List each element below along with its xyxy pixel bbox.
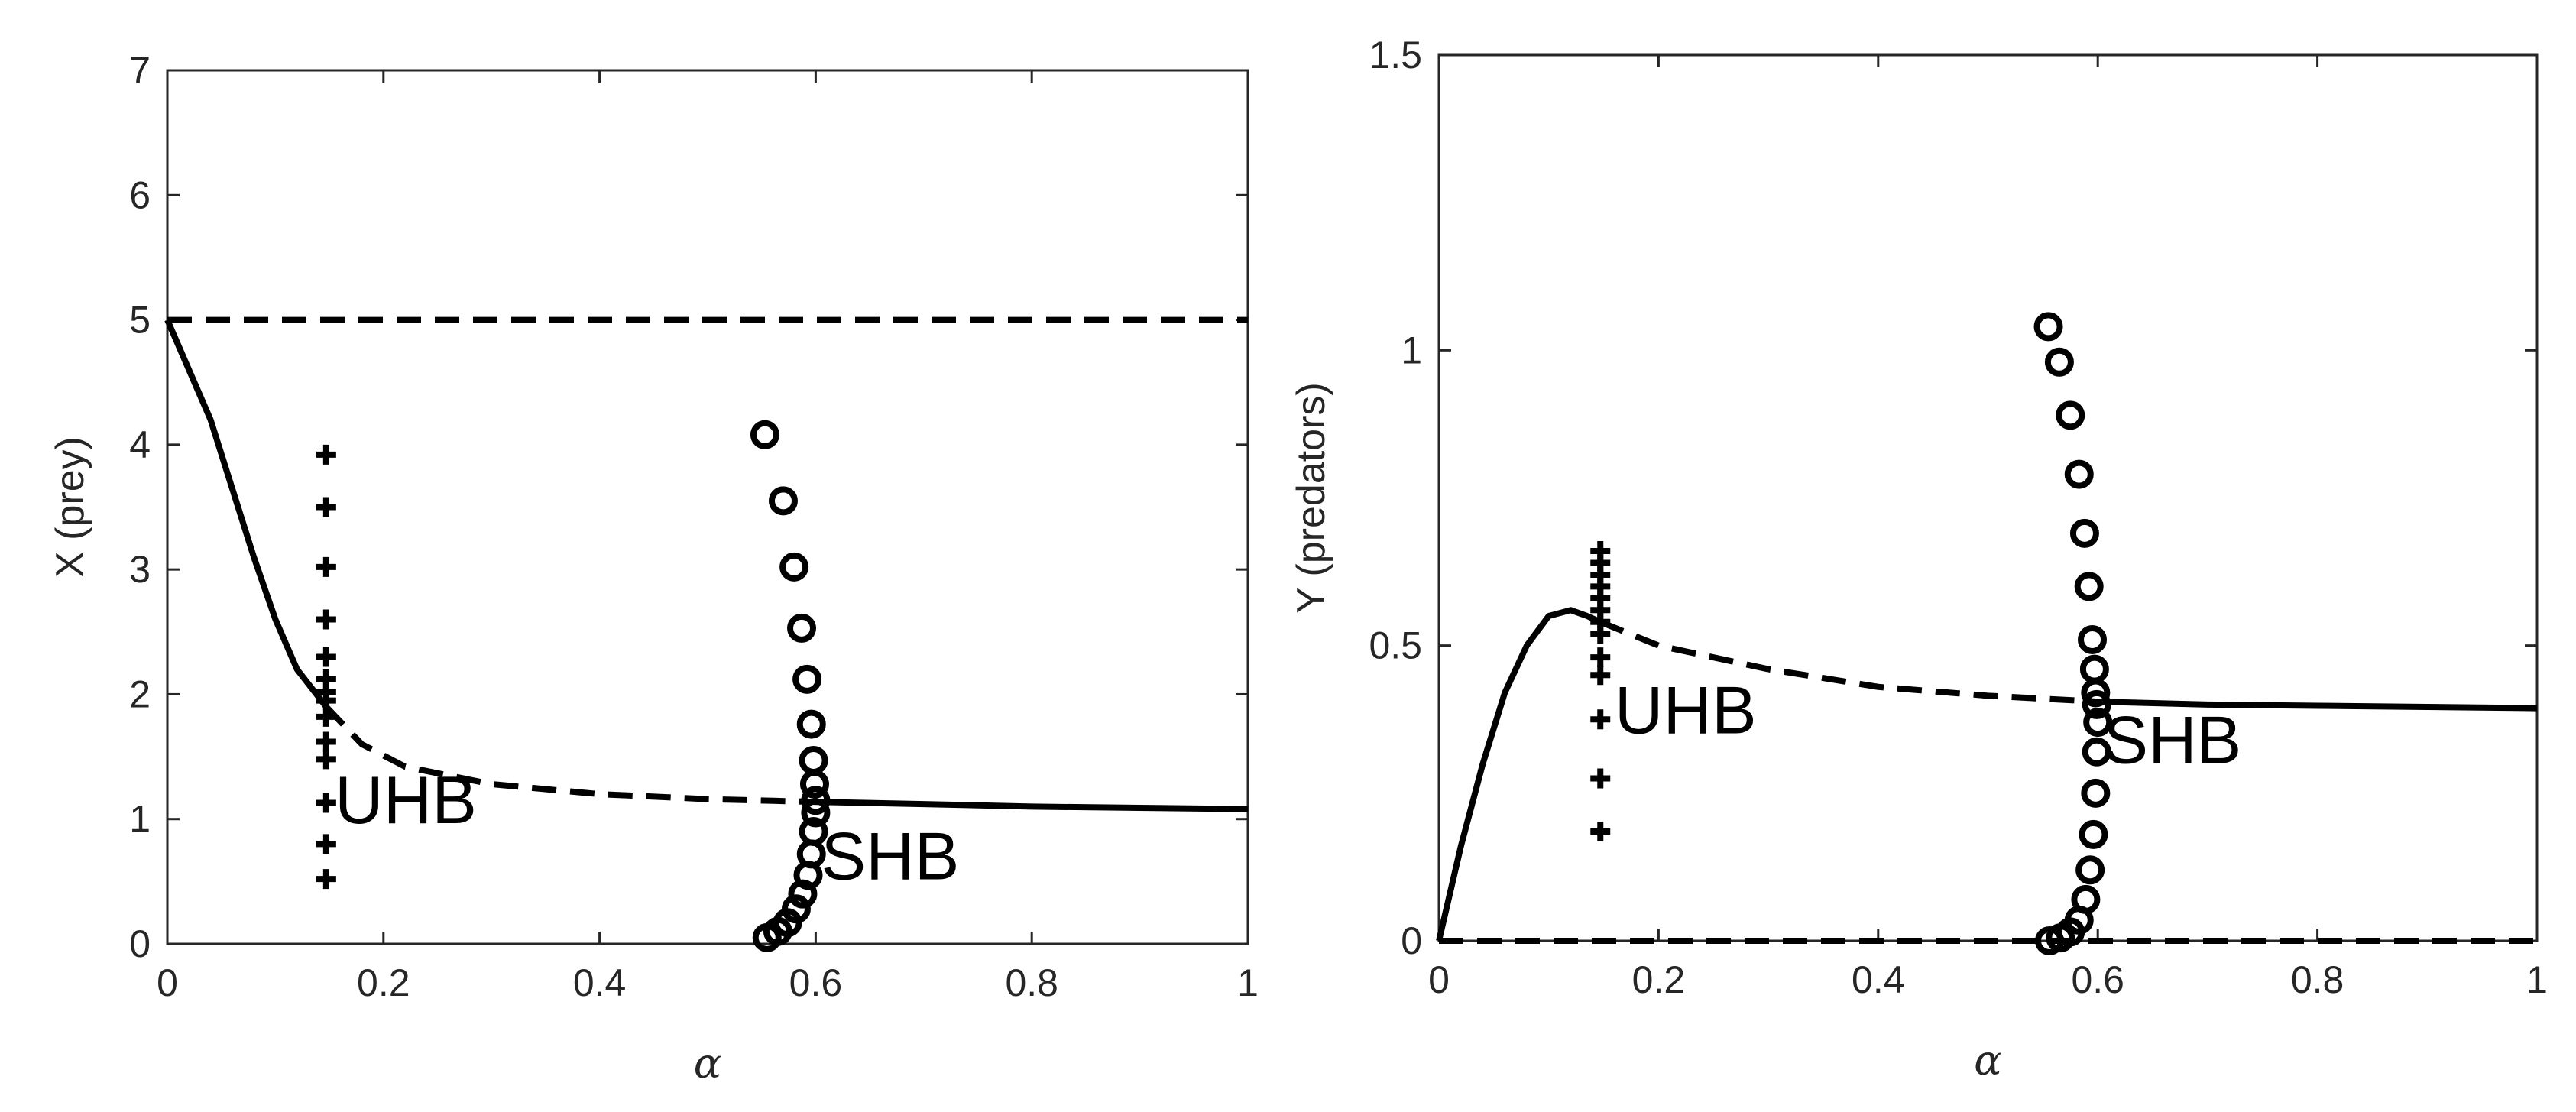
plus-marker	[316, 556, 336, 577]
x-tick-label: 0.6	[789, 961, 843, 1004]
circle-marker	[2078, 624, 2108, 654]
x-tick-label: 0.8	[2291, 958, 2344, 1001]
tick-marks	[1437, 53, 2539, 942]
circle-marker	[2082, 689, 2111, 719]
plus-marker	[1590, 822, 1611, 842]
y-tick-label: 5	[129, 299, 151, 342]
solid-series-line	[2098, 699, 2538, 712]
circle-marker	[801, 786, 831, 815]
circle-marker	[799, 745, 828, 775]
circle-marker	[799, 769, 829, 799]
circle-marker	[2034, 926, 2064, 955]
annotation-shb: SHB	[821, 819, 959, 894]
y-axis-label: X (prey)	[48, 436, 92, 578]
x-tick-label: 0.4	[573, 961, 627, 1004]
plus-marker	[1590, 624, 1611, 644]
y-axis-label: Y (predators)	[1289, 382, 1333, 614]
circle-marker	[2074, 572, 2104, 601]
x-tick-label: 0	[157, 961, 178, 1004]
circle-marker	[2033, 312, 2063, 342]
x-tick-label: 0.6	[2071, 958, 2124, 1001]
right-chart-predators: 0 0.2 0.4 0.6 0.8 1 0 0.5 1 1.5 Y (predators) α U…	[1289, 34, 2548, 1084]
annotation-uhb: UHB	[1615, 673, 1757, 748]
circle-marker	[2064, 459, 2094, 489]
y-tick-label: 2	[129, 673, 151, 715]
tick-labels: 0 0.2 0.4 0.6 0.8 1 0 0.5 1 1.5	[1369, 34, 2547, 1001]
plus-marker	[316, 793, 336, 813]
circle-marker	[2082, 737, 2111, 767]
x-tick-label: 1	[2526, 958, 2548, 1001]
series-group	[164, 316, 1249, 952]
annotations: UHB SHB	[1615, 673, 2241, 778]
x-axis-label: α	[694, 1039, 721, 1088]
x-tick-label: 0.8	[1005, 961, 1058, 1004]
y-tick-label: 0.5	[1369, 624, 1422, 667]
plus-marker	[316, 497, 336, 517]
solid-series-line	[805, 798, 1249, 812]
y-tick-label: 1	[1401, 329, 1422, 371]
circle-marker	[788, 879, 818, 909]
plus-marker	[316, 706, 336, 727]
plus-marker	[1590, 768, 1611, 789]
y-tick-label: 1	[129, 798, 151, 841]
y-tick-label: 3	[129, 548, 151, 591]
y-tick-label: 0	[129, 922, 151, 965]
plot-frame	[166, 69, 1249, 945]
x-tick-label: 0	[1428, 958, 1450, 1001]
circle-marker	[801, 798, 831, 828]
y-tick-label: 0	[1401, 919, 1422, 962]
y-tick-label: 7	[129, 49, 151, 92]
tick-labels: 0 0.2 0.4 0.6 0.8 1 0 1 2 3 4 5 6 7	[129, 49, 1259, 1004]
circle-marker	[787, 613, 817, 643]
y-tick-label: 1.5	[1369, 34, 1422, 76]
series-group	[1436, 312, 2538, 955]
solid-series-line	[164, 318, 329, 709]
annotation-shb: SHB	[2103, 702, 2241, 777]
circle-marker	[2069, 518, 2099, 548]
circle-marker	[2081, 778, 2111, 808]
plus-marker	[1590, 647, 1611, 668]
annotation-uhb: UHB	[335, 762, 477, 838]
plus-marker	[316, 749, 336, 770]
plot-frame	[1437, 53, 2539, 942]
circle-marker	[792, 664, 822, 694]
circle-marker	[779, 552, 809, 582]
x-tick-label: 0.2	[1632, 958, 1686, 1001]
x-tick-label: 0.4	[1852, 958, 1905, 1001]
plus-marker	[316, 647, 336, 667]
plus-marker	[316, 609, 336, 630]
dashed-series-line	[323, 704, 805, 805]
x-tick-label: 1	[1237, 961, 1259, 1004]
plus-marker	[316, 834, 336, 854]
left-chart-prey: 0 0.2 0.4 0.6 0.8 1 0 1 2 3 4 5 6 7 X (prey) α UHB SHB	[48, 49, 1259, 1088]
circle-marker	[2083, 708, 2113, 738]
circle-marker	[2056, 400, 2085, 430]
circle-marker	[768, 486, 798, 516]
circle-marker	[752, 922, 782, 952]
circle-marker	[2079, 819, 2108, 849]
solid-series-line	[1436, 607, 1602, 942]
plus-marker	[316, 731, 336, 752]
circle-marker	[2079, 654, 2109, 684]
circle-marker	[2075, 855, 2105, 885]
y-tick-label: 6	[129, 173, 151, 216]
y-tick-label: 4	[129, 423, 151, 466]
x-axis-label: α	[1974, 1036, 2001, 1084]
plus-marker	[316, 869, 336, 890]
circle-marker	[2044, 347, 2074, 377]
circle-marker	[750, 420, 779, 449]
circle-marker	[796, 709, 826, 739]
plus-marker	[316, 444, 336, 465]
x-tick-label: 0.2	[357, 961, 410, 1004]
plus-marker	[1590, 709, 1611, 730]
circle-marker	[2081, 678, 2111, 708]
annotations: UHB SHB	[335, 762, 959, 893]
plus-marker	[1590, 665, 1611, 686]
dashed-series-line	[1599, 619, 2098, 705]
